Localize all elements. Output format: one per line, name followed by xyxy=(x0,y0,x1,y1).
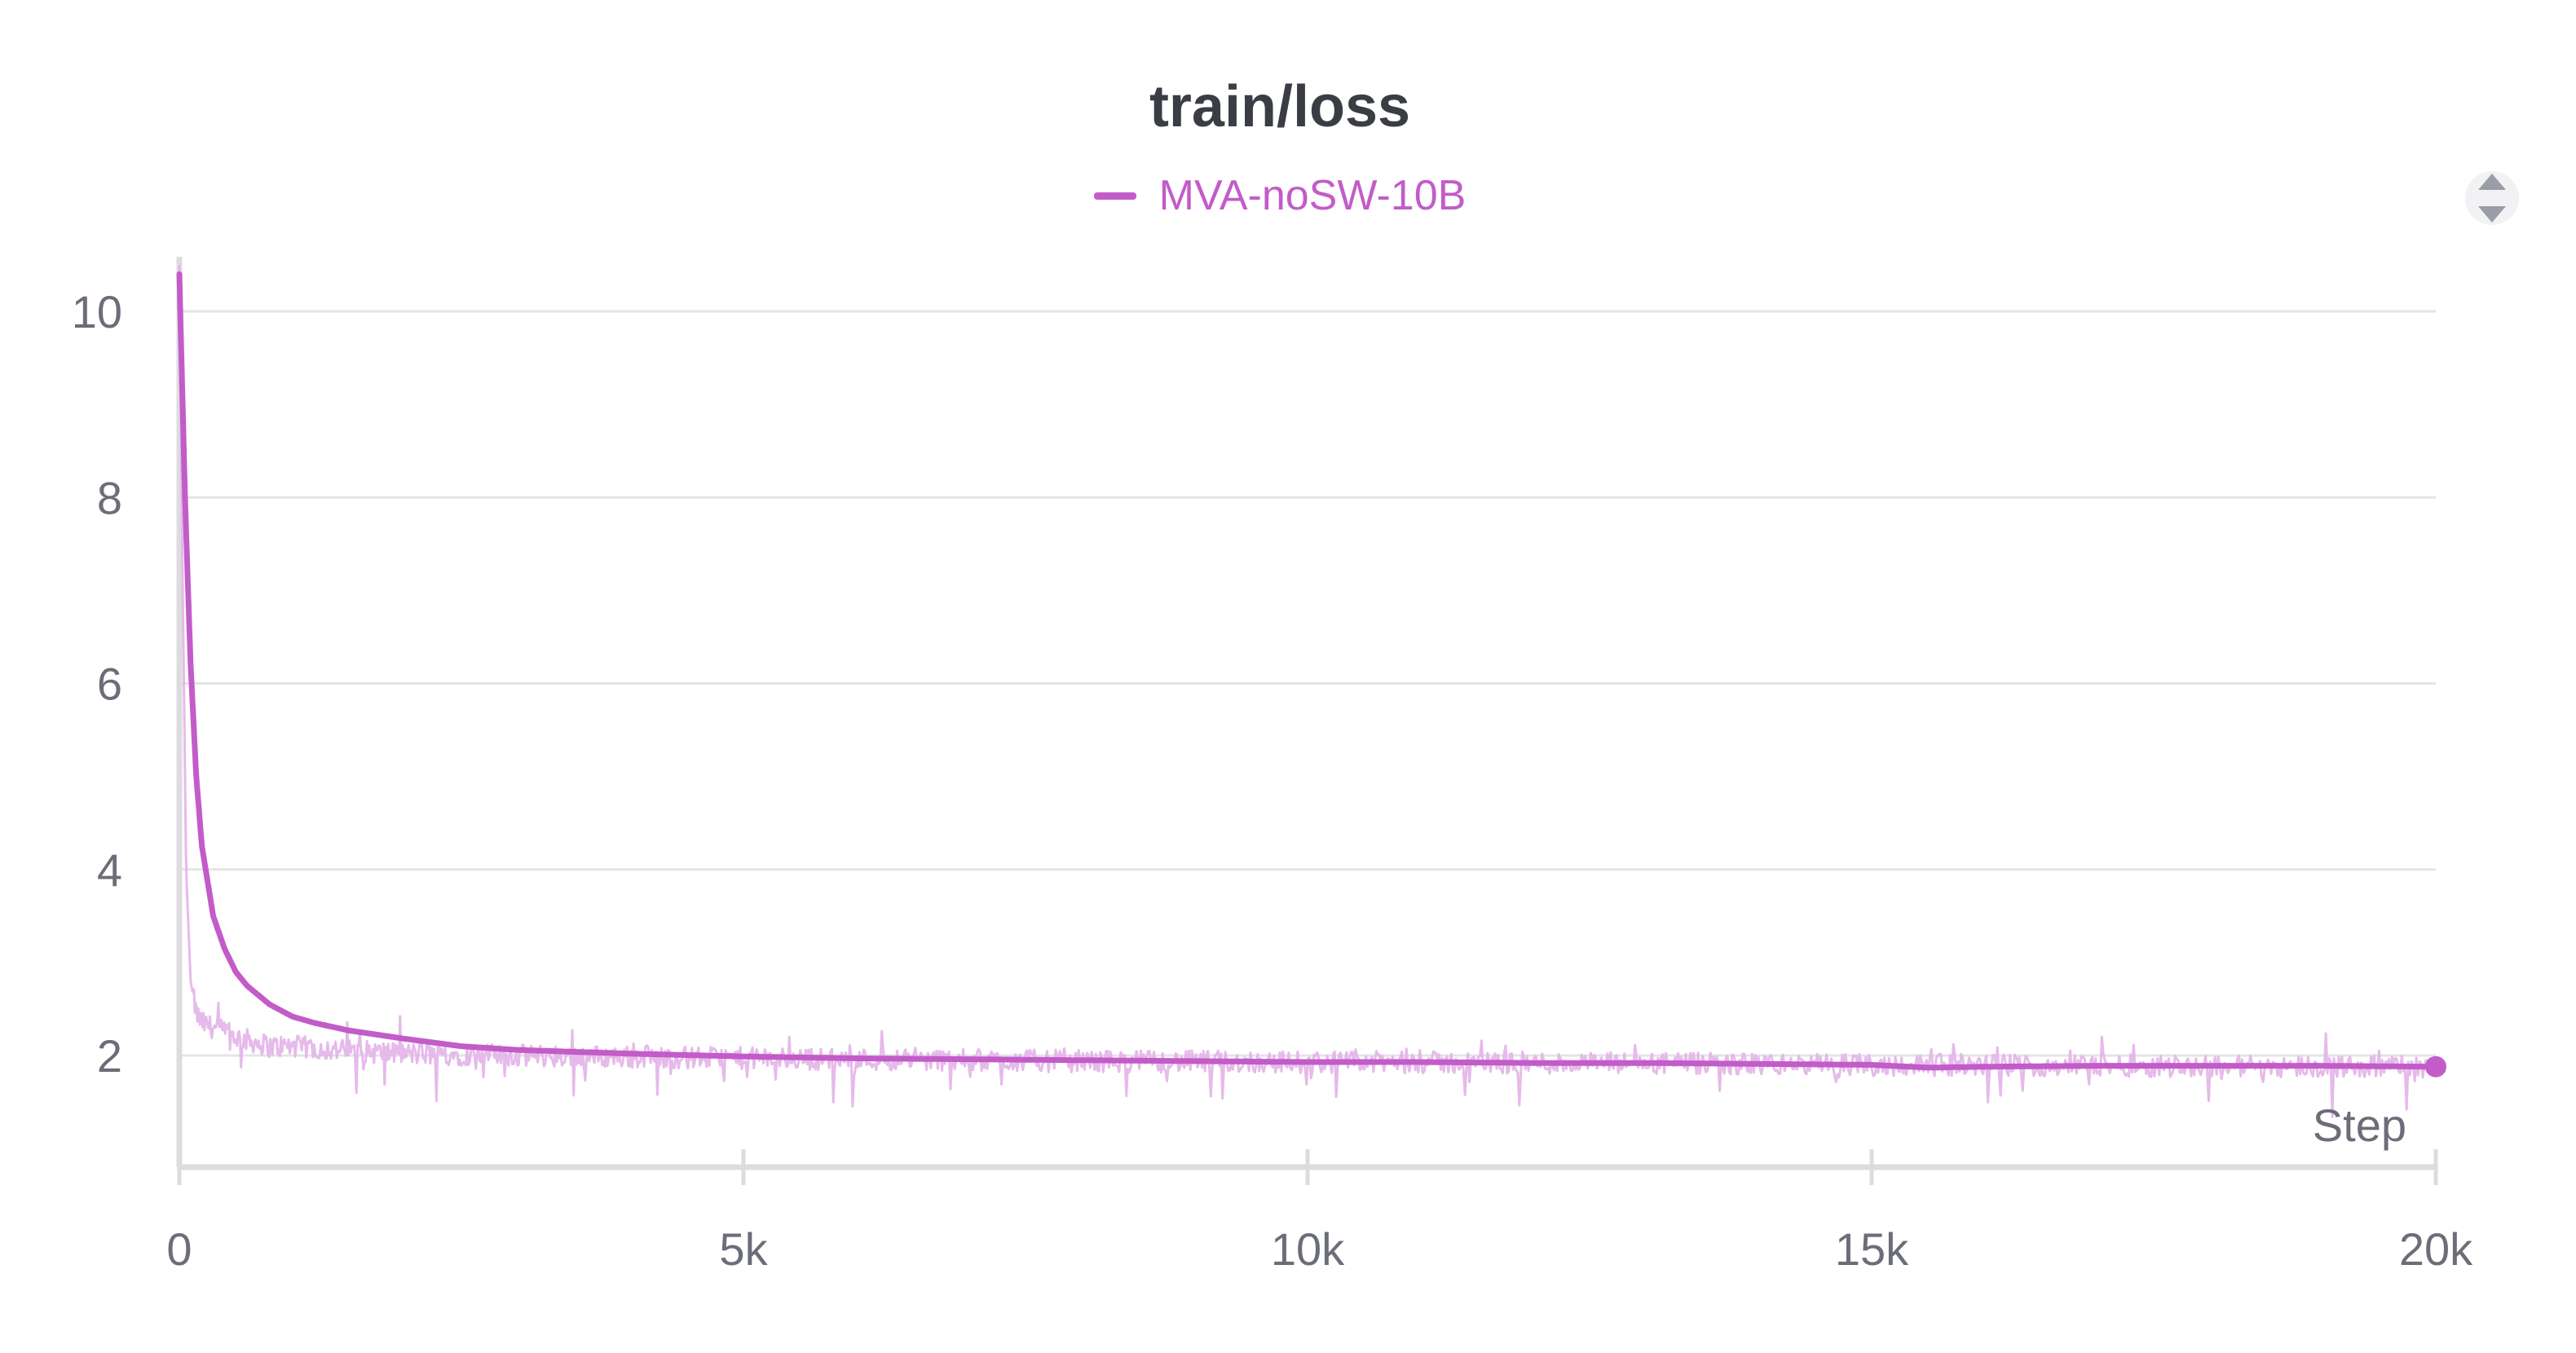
y-tick-label: 2 xyxy=(97,1030,122,1082)
x-tick-label: 20k xyxy=(2399,1223,2473,1275)
grid-lines xyxy=(179,310,2436,1057)
axes xyxy=(176,257,2438,1185)
legend-label-series-1[interactable]: MVA-noSW-10B xyxy=(1158,172,1467,219)
x-axis-label: Step xyxy=(2313,1100,2406,1151)
y-tick-label: 10 xyxy=(72,286,122,337)
y-tick-label: 4 xyxy=(97,844,122,896)
x-tick-label: 0 xyxy=(166,1223,192,1275)
legend: MVA-noSW-10B xyxy=(0,167,2560,224)
y-tick-label: 8 xyxy=(97,472,122,523)
x-tick-label: 15k xyxy=(1835,1223,1909,1275)
series-smoothed-line[interactable] xyxy=(176,271,2439,1071)
series-end-point[interactable] xyxy=(2425,1056,2446,1078)
series-layer xyxy=(176,264,2446,1118)
y-tick-label: 6 xyxy=(97,659,122,710)
x-tick-label: 5k xyxy=(719,1223,768,1275)
x-tick-label: 10k xyxy=(1271,1223,1345,1275)
tick-labels: 2 4 6 8 10 0 5k 10k 15k 20k Step xyxy=(72,286,2473,1275)
series-raw-line xyxy=(178,264,2437,1118)
chevron-up-down-icon[interactable] xyxy=(2464,163,2521,233)
legend-swatch xyxy=(1093,192,1136,200)
chart-title: train/loss xyxy=(1149,74,1411,139)
